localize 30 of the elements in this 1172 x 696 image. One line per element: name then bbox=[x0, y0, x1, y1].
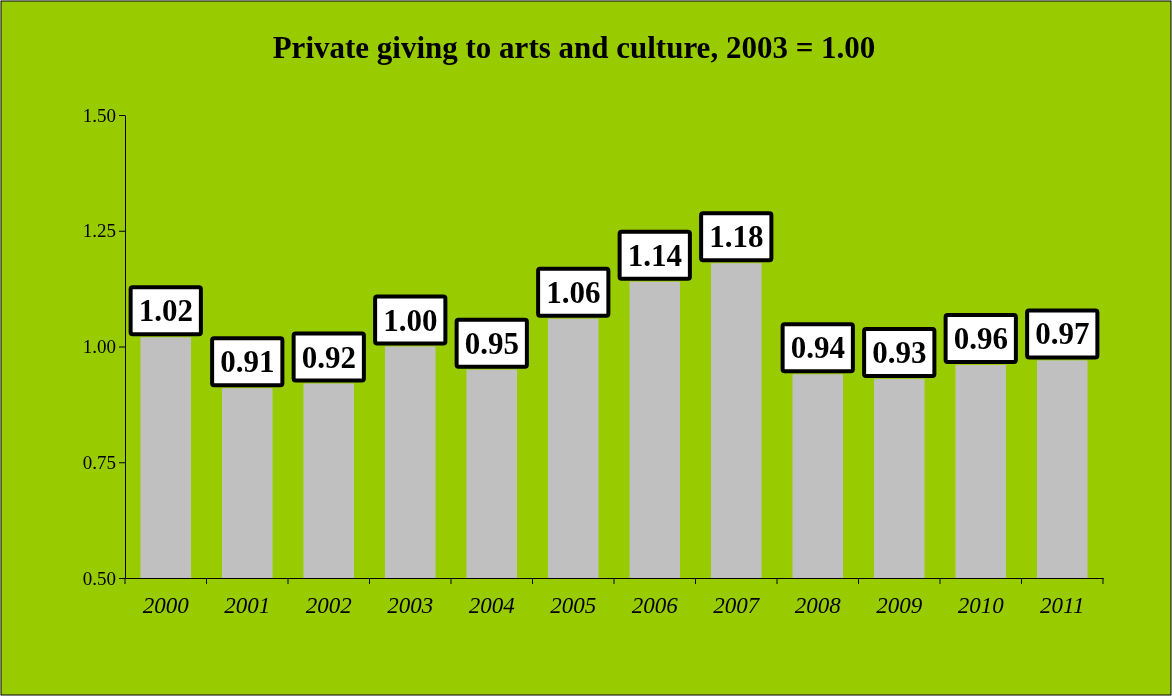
data-label: 0.94 bbox=[790, 330, 845, 366]
data-label: 1.02 bbox=[138, 293, 193, 329]
data-label: 1.00 bbox=[383, 302, 438, 338]
x-tick-label: 2004 bbox=[468, 593, 515, 619]
data-label: 1.18 bbox=[709, 219, 764, 255]
x-tick-label: 2005 bbox=[550, 593, 597, 619]
x-tick-label: 2003 bbox=[387, 593, 434, 619]
x-tick-label: 2010 bbox=[957, 593, 1005, 619]
x-tick-label: 2001 bbox=[224, 593, 271, 619]
data-label: 0.96 bbox=[953, 321, 1008, 357]
x-tick-label: 2006 bbox=[631, 593, 679, 619]
x-tick-label: 2000 bbox=[142, 593, 190, 619]
chart-title: Private giving to arts and culture, 2003 = 1.00 bbox=[272, 30, 876, 65]
y-tick-label: 1.50 bbox=[82, 104, 116, 126]
data-label: 0.91 bbox=[220, 344, 275, 380]
x-tick-label: 2007 bbox=[713, 593, 761, 619]
data-label: 0.97 bbox=[1035, 316, 1090, 352]
x-tick-label: 2009 bbox=[876, 593, 923, 619]
data-label: 0.95 bbox=[464, 325, 519, 361]
data-label: 1.14 bbox=[627, 237, 682, 273]
y-tick-label: 0.75 bbox=[82, 451, 116, 473]
y-tick-label: 1.25 bbox=[82, 220, 116, 242]
data-label: 0.92 bbox=[301, 339, 356, 375]
data-label: 1.06 bbox=[546, 274, 601, 310]
x-tick-label: 2011 bbox=[1040, 593, 1085, 619]
x-tick-label: 2008 bbox=[794, 593, 842, 619]
data-label: 0.93 bbox=[872, 334, 927, 370]
x-tick-label: 2002 bbox=[305, 593, 352, 619]
y-tick-label: 1.00 bbox=[82, 336, 116, 358]
y-tick-label: 0.50 bbox=[82, 567, 116, 589]
